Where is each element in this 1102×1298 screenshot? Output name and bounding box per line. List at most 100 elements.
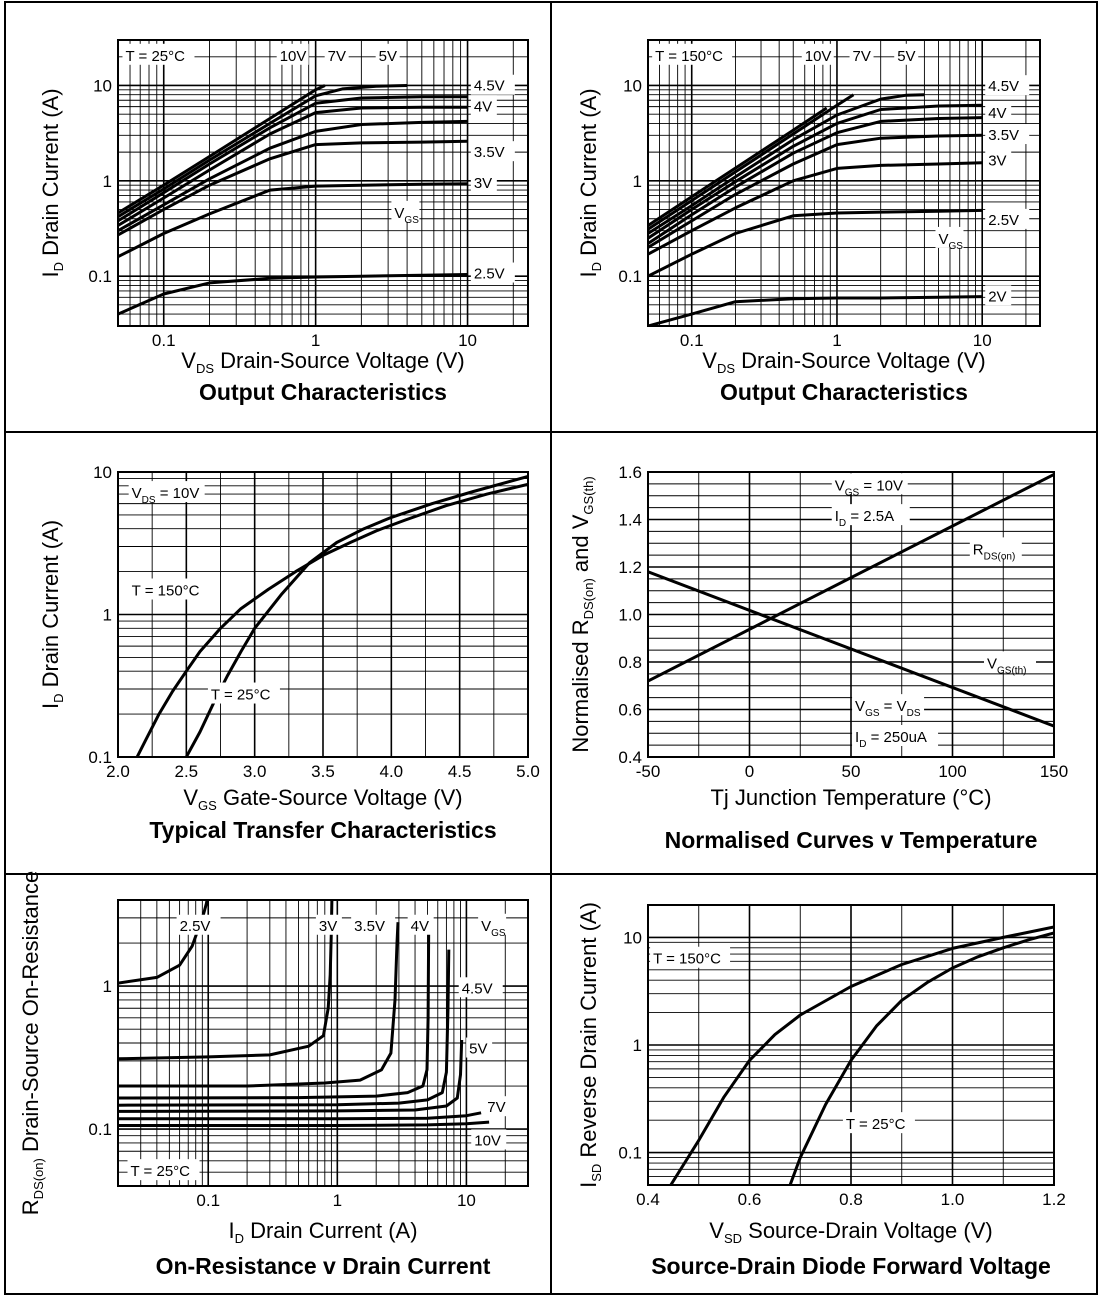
- y-tick-label: 1: [103, 977, 112, 996]
- y-tick-label: 0.4: [618, 748, 642, 767]
- x-axis-label: VGS Gate-Source Voltage (V): [183, 785, 462, 813]
- series-label: 4V: [411, 918, 429, 935]
- x-tick-label: -50: [636, 762, 661, 781]
- series-line-R-DS-on-: [648, 473, 1054, 683]
- series-line-3.5V: [118, 922, 400, 1088]
- x-tick-label: 1: [311, 331, 320, 350]
- chart-title: Output Characteristics: [199, 379, 447, 405]
- series-line-4V: [648, 116, 983, 245]
- series-label: 3.5V: [354, 918, 385, 935]
- series-line-4V: [118, 926, 431, 1100]
- annotation-bg: [852, 725, 939, 746]
- annotation: T = 150°C: [655, 48, 723, 65]
- annotation: T = 25°C: [131, 1163, 191, 1180]
- series-label: 3V: [474, 175, 492, 192]
- y-axis-label: ISD Reverse Drain Current (A): [576, 902, 604, 1188]
- series-label: 2.5V: [180, 918, 211, 935]
- x-tick-label: 50: [842, 762, 861, 781]
- series-label: 3.5V: [474, 144, 505, 161]
- series-label-bg: [470, 74, 515, 95]
- series-label-bg: [985, 149, 1012, 170]
- series-line-2.5V: [118, 900, 209, 985]
- y-axis-label: ID Drain Current (A): [38, 88, 66, 277]
- series-line-5V: [648, 93, 925, 235]
- annotation-bg: [652, 43, 733, 65]
- annotation: T = 25°C: [846, 1116, 906, 1133]
- y-tick-label: 1.4: [618, 511, 642, 530]
- x-tick-label: 3.0: [243, 762, 267, 781]
- series-line-7V: [648, 93, 855, 231]
- y-tick-label: 1: [103, 172, 112, 191]
- y-tick-label: 0.6: [618, 701, 642, 720]
- series-label: 4.5V: [462, 980, 493, 997]
- annotation-bg: [969, 537, 1022, 559]
- chart-title: Normalised Curves v Temperature: [665, 827, 1038, 853]
- grid: [648, 472, 1054, 757]
- y-tick-label: 1.6: [618, 463, 642, 482]
- y-tick-label: 1: [633, 172, 642, 191]
- x-tick-label: 1.2: [1042, 1190, 1066, 1209]
- annotation-bg: [935, 226, 964, 248]
- annotation: 10V: [805, 48, 832, 65]
- annotation-bg: [122, 43, 195, 65]
- y-tick-label: 1.0: [618, 606, 642, 625]
- series-label-bg: [407, 914, 434, 935]
- annotation-bg: [831, 473, 908, 495]
- annotation-bg: [849, 43, 874, 65]
- series-line-7V: [118, 1111, 482, 1121]
- x-tick-label: 5.0: [516, 762, 540, 781]
- y-tick-label: 0.1: [88, 1120, 112, 1139]
- y-tick-label: 10: [93, 76, 112, 95]
- series-line-T-25-C: [788, 931, 1054, 1185]
- series-line-3.5V: [118, 139, 468, 237]
- series-line-2.5V: [118, 273, 468, 316]
- annotation: 10V: [280, 48, 307, 65]
- series-line-5V: [118, 1039, 464, 1113]
- annotation-bg: [894, 43, 919, 65]
- series-line-4.5V: [648, 103, 983, 240]
- y-tick-label: 1: [633, 1036, 642, 1055]
- series-label-bg: [176, 914, 221, 935]
- x-tick-label: 0.8: [839, 1190, 863, 1209]
- y-axis-label: ID Drain Current (A): [38, 520, 66, 709]
- y-axis-label: Normalised RDS(on) and VGS(th): [568, 476, 596, 752]
- curves: [135, 475, 528, 757]
- annotation: 5V: [897, 48, 915, 65]
- annotation-bg: [801, 43, 834, 65]
- series-line-3V: [118, 900, 334, 1061]
- annotation: VDS = 10V: [132, 485, 200, 506]
- curves: [669, 925, 1054, 1185]
- series-label-bg: [351, 914, 396, 935]
- series-line-5V: [118, 95, 468, 223]
- chart-panel-1: 0.1 1 10 0.1 1 10 4.5V 4V 3.5V 3V 2.5V T = 25°C 10V 7…: [38, 39, 529, 405]
- series-label-bg: [484, 1096, 511, 1117]
- series-label-bg: [985, 124, 1030, 145]
- annotation: VGS: [481, 918, 506, 939]
- series-label: 3V: [319, 918, 337, 935]
- series-label-bg: [985, 102, 1012, 123]
- plot-frame: [647, 471, 1055, 758]
- annotation: ID = 2.5A: [835, 508, 894, 529]
- annotation: ID = 250uA: [855, 729, 927, 750]
- chart-panel-2: 0.1 1 10 0.1 1 10 4.5V 4V 3.5V 3V 2.5V 2V T = 150°C 1…: [576, 39, 1041, 405]
- series-label-bg: [470, 171, 497, 192]
- series-line-4.5V: [118, 949, 451, 1107]
- y-tick-label: 10: [93, 463, 112, 482]
- annotation: T = 25°C: [211, 687, 271, 704]
- series-line-V-GS-th-: [648, 570, 1054, 728]
- series-label: 3V: [988, 152, 1006, 169]
- x-tick-label: 0.1: [152, 331, 176, 350]
- chart-panel-3: 2.0 2.5 3.0 3.5 4.0 4.5 5.0 0.1 1 10 VDS = 10V T = …: [38, 463, 540, 843]
- chart-title: Typical Transfer Characteristics: [149, 817, 496, 843]
- y-axis-label: RDS(on) Drain-Source On-Resistance: [18, 871, 46, 1215]
- panel-borders: [4, 1, 1098, 1295]
- x-tick-label: 0.4: [636, 1190, 660, 1209]
- annotation: 5V: [379, 48, 397, 65]
- x-tick-label: 2.0: [106, 762, 130, 781]
- series-line-2V: [648, 295, 983, 326]
- series-label: 4.5V: [988, 78, 1019, 95]
- series-line-10V: [118, 84, 326, 215]
- series-label-bg: [470, 141, 515, 162]
- y-tick-label: 0.1: [88, 267, 112, 286]
- series-label-bg: [471, 1129, 507, 1150]
